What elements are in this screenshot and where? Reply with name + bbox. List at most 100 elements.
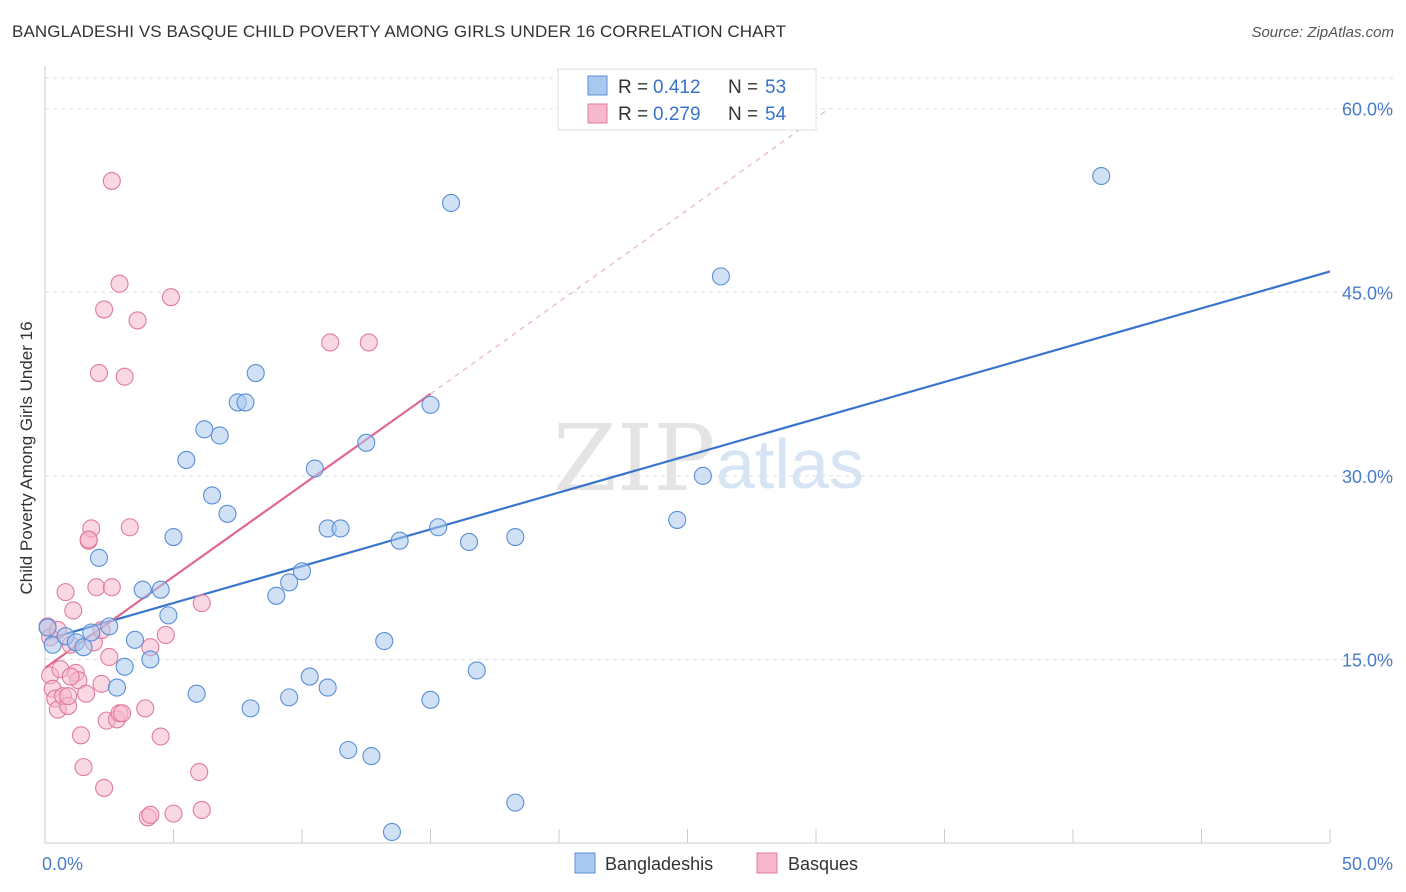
point-bangladeshis	[125, 630, 144, 649]
point-basques	[95, 300, 114, 319]
point-basques	[128, 311, 147, 330]
trend-extension-basques	[430, 108, 830, 395]
point-bangladeshis	[300, 667, 319, 686]
point-bangladeshis	[331, 519, 350, 538]
axes	[44, 66, 1331, 844]
point-bangladeshis	[459, 532, 479, 551]
point-basques	[61, 667, 80, 686]
point-bangladeshis	[195, 420, 214, 439]
point-bangladeshis	[318, 678, 337, 697]
point-bangladeshis	[241, 699, 260, 718]
point-bangladeshis	[305, 459, 324, 478]
point-basques	[359, 333, 378, 352]
point-bangladeshis	[339, 740, 358, 760]
bottom-legend-label-bangladeshis: Bangladeshis	[605, 854, 713, 874]
x-tick-labels: 0.0% 50.0%	[42, 854, 1393, 874]
point-bangladeshis	[693, 466, 712, 485]
legend-n-label-1: N =	[728, 77, 758, 98]
legend-swatch-bangladeshis	[587, 75, 608, 96]
point-bangladeshis	[467, 661, 486, 680]
point-basques	[92, 674, 111, 693]
point-bangladeshis	[362, 747, 381, 766]
point-bangladeshis	[236, 393, 255, 412]
y-tick-label: 45.0%	[1342, 283, 1393, 303]
point-bangladeshis	[43, 635, 62, 654]
point-bangladeshis	[375, 632, 394, 651]
point-bangladeshis	[38, 618, 57, 637]
point-bangladeshis	[668, 510, 687, 529]
bottom-legend-label-basques: Basques	[788, 854, 858, 874]
legend-n-value-bangladeshis: 53	[765, 77, 786, 98]
watermark-atlas: atlas	[716, 425, 864, 503]
point-bangladeshis	[506, 793, 525, 812]
point-basques	[59, 687, 78, 706]
y-tick-label: 30.0%	[1342, 467, 1393, 487]
legend-n-label-2: N =	[728, 104, 758, 125]
point-basques	[64, 601, 83, 620]
point-basques	[192, 800, 211, 820]
point-bangladeshis	[203, 486, 222, 505]
bottom-legend-swatch-basques	[756, 852, 778, 874]
point-bangladeshis	[421, 395, 440, 414]
point-bangladeshis	[100, 617, 119, 636]
y-tick-label: 15.0%	[1342, 650, 1393, 670]
bottom-legend: Bangladeshis Basques	[574, 852, 858, 874]
legend-swatch-basques	[587, 103, 608, 124]
point-basques	[164, 804, 183, 823]
point-bangladeshis	[280, 688, 299, 707]
point-basques	[190, 762, 209, 782]
point-bangladeshis	[246, 364, 265, 383]
point-bangladeshis	[390, 531, 409, 550]
point-basques	[100, 647, 119, 667]
point-basques	[79, 530, 98, 549]
point-bangladeshis	[292, 562, 312, 581]
y-axis-title: Child Poverty Among Girls Under 16	[17, 321, 36, 594]
point-bangladeshis	[89, 548, 109, 567]
point-bangladeshis	[177, 450, 196, 469]
point-basques	[95, 778, 114, 797]
point-bangladeshis	[159, 606, 178, 625]
point-bangladeshis	[421, 690, 440, 709]
top-legend: R = 0.412 N = 53 R = 0.279 N = 54	[557, 68, 817, 131]
point-bangladeshis	[442, 193, 461, 212]
point-bangladeshis	[141, 650, 160, 669]
point-basques	[77, 684, 96, 703]
point-basques	[192, 594, 211, 613]
point-bangladeshis	[506, 527, 525, 547]
point-basques	[161, 288, 180, 307]
data-points	[38, 166, 1111, 842]
point-basques	[321, 333, 340, 352]
legend-n-value-basques: 54	[765, 104, 787, 125]
point-basques	[151, 727, 170, 746]
point-bangladeshis	[1092, 166, 1111, 186]
point-bangladeshis	[218, 504, 237, 523]
point-basques	[56, 583, 75, 602]
point-bangladeshis	[74, 638, 93, 657]
legend-r-label-2: R =	[618, 104, 648, 125]
point-basques	[136, 699, 155, 718]
point-bangladeshis	[115, 657, 134, 676]
y-tick-labels: 15.0% 30.0% 45.0% 60.0%	[1342, 100, 1393, 671]
trend-line-bangladeshis	[44, 270, 1331, 641]
trend-lines	[44, 108, 1331, 669]
point-basques	[89, 364, 109, 383]
legend-r-value-bangladeshis: 0.412	[653, 77, 701, 98]
bottom-legend-swatch-bangladeshis	[574, 852, 596, 874]
point-bangladeshis	[187, 684, 206, 703]
legend-r-value-basques: 0.279	[653, 104, 701, 125]
point-bangladeshis	[357, 433, 376, 452]
point-basques	[156, 625, 175, 645]
point-bangladeshis	[210, 426, 229, 445]
point-bangladeshis	[133, 580, 152, 599]
x-tick-label-max: 50.0%	[1342, 854, 1393, 874]
watermark-zip: ZIP	[553, 405, 715, 512]
watermark: ZIP atlas	[553, 405, 864, 512]
point-bangladeshis	[280, 573, 299, 592]
legend-r-label-1: R =	[618, 77, 648, 98]
chart-title: BANGLADESHI VS BASQUE CHILD POVERTY AMON…	[12, 22, 787, 41]
point-basques	[102, 171, 121, 190]
point-bangladeshis	[107, 678, 127, 697]
source-note: Source: ZipAtlas.com	[1251, 24, 1394, 41]
point-basques	[115, 367, 134, 386]
